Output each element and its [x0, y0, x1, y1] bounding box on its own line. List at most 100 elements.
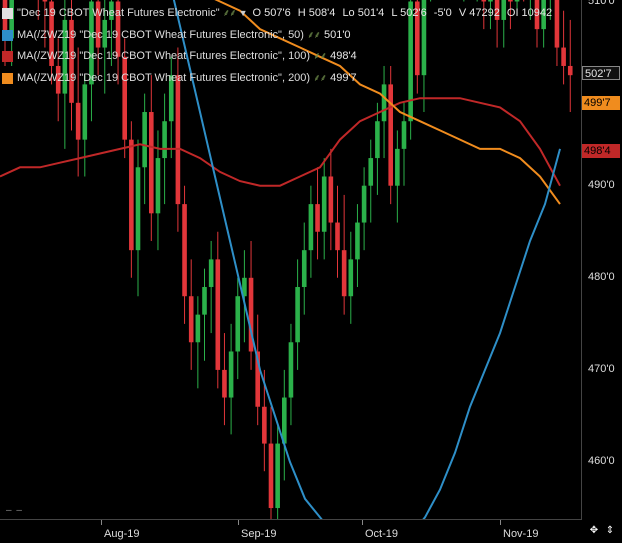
- y-tick-label: 460'0: [588, 455, 615, 467]
- price-tag-ma200: 499'7: [582, 95, 620, 110]
- legend-swatch-ma200: [2, 72, 13, 84]
- candle-body: [321, 176, 327, 232]
- candle-body: [421, 0, 427, 76]
- candle-body: [102, 19, 108, 48]
- candle-body: [195, 314, 201, 343]
- ohlc-low: Lo 501'4: [342, 7, 385, 19]
- candle-body: [255, 351, 260, 407]
- ohlc-oi: OI 10942: [506, 7, 553, 19]
- candle-body: [554, 0, 560, 48]
- price-tag-ma100: 498'4: [582, 143, 620, 158]
- candle-body: [188, 296, 194, 343]
- candle-body: [62, 19, 68, 94]
- candle-body: [208, 259, 214, 288]
- ohlc-values: O 507'6 H 508'4 Lo 501'4 L 502'6 -5'0 V …: [253, 3, 557, 25]
- candles: [2, 0, 573, 519]
- candle-body: [368, 158, 374, 186]
- y-tick-label: 480'0: [588, 270, 615, 283]
- candle-body: [222, 369, 227, 398]
- candle-body: [235, 296, 241, 352]
- legend-swatch-ma50: [2, 29, 13, 41]
- time-axis[interactable]: Aug-19 Sep-19 Oct-19 Nov-19: [0, 519, 582, 543]
- axis-corner: ✥ ⇕: [582, 519, 622, 543]
- x-tick-label: Oct-19: [365, 528, 399, 540]
- legend-row-main[interactable]: "Dec 19 CBOT Wheat Futures Electronic" ⸙…: [2, 3, 556, 25]
- x-tick-mark: [362, 520, 363, 525]
- legend-label-ma100: MA(/ZWZ19 "Dec 19 CBOT Wheat Futures Ele…: [17, 50, 311, 62]
- candle-body: [109, 1, 114, 20]
- candle-body: [401, 121, 407, 149]
- x-tick-label: Nov-19: [503, 528, 539, 540]
- candle-body: [129, 139, 134, 251]
- candle-body: [308, 204, 314, 251]
- candle-body: [315, 204, 320, 232]
- candle-body: [381, 84, 387, 122]
- legend-label-ma50: MA(/ZWZ19 "Dec 19 CBOT Wheat Futures Ele…: [17, 28, 304, 41]
- candle-body: [481, 0, 487, 2]
- candle-body: [82, 84, 88, 140]
- candle-body: [49, 1, 54, 66]
- x-axis-collapse[interactable]: – –: [6, 505, 23, 516]
- legend-row-ma200[interactable]: MA(/ZWZ19 "Dec 19 CBOT Wheat Futures Ele…: [2, 68, 556, 90]
- candle-body: [42, 0, 48, 2]
- candle-body: [501, 0, 507, 20]
- leaf-icon: ⸙⸙: [313, 51, 327, 62]
- chart-legend: "Dec 19 CBOT Wheat Futures Electronic" ⸙…: [2, 3, 556, 89]
- chevron-down-icon[interactable]: ▼: [238, 8, 248, 18]
- chart-area[interactable]: "Dec 19 CBOT Wheat Futures Electronic" ⸙…: [0, 0, 582, 519]
- legend-row-ma100[interactable]: MA(/ZWZ19 "Dec 19 CBOT Wheat Futures Ele…: [2, 46, 556, 68]
- fit-vertical-icon[interactable]: ⇕: [605, 525, 615, 536]
- candle-body: [268, 443, 274, 509]
- ma200-line: [214, 0, 561, 205]
- candle-body: [242, 277, 247, 297]
- candle-body: [248, 277, 254, 352]
- candle-body: [168, 75, 174, 122]
- candle-body: [215, 259, 221, 370]
- move-arrows-icon[interactable]: ✥: [589, 525, 599, 536]
- ohlc-volume: V 47292: [458, 7, 500, 19]
- candle-body: [395, 148, 400, 186]
- legend-value-ma50: 501'0: [323, 28, 351, 41]
- candle-body: [361, 185, 367, 223]
- legend-row-ma50[interactable]: MA(/ZWZ19 "Dec 19 CBOT Wheat Futures Ele…: [2, 25, 556, 47]
- candle-body: [375, 121, 380, 159]
- ohlc-open: O 507'6: [252, 7, 291, 19]
- price-axis[interactable]: 560'0550'0540'0530'0520'0510'0490'0480'0…: [582, 0, 622, 519]
- candle-body: [494, 0, 500, 20]
- ohlc-last: L 502'6: [391, 7, 427, 19]
- legend-value-ma100: 498'4: [330, 50, 357, 62]
- leaf-icon: ⸙⸙: [222, 8, 237, 19]
- candle-body: [508, 0, 513, 2]
- candle-body: [275, 443, 280, 509]
- x-tick-mark: [101, 520, 102, 525]
- candle-body: [534, 0, 540, 30]
- candle-body: [415, 1, 420, 76]
- price-tag-last: 502'7: [582, 66, 620, 81]
- x-tick-label: Aug-19: [104, 528, 140, 540]
- legend-label-main: "Dec 19 CBOT Wheat Futures Electronic": [17, 7, 220, 19]
- price-plot[interactable]: [0, 0, 581, 519]
- y-tick-label: 470'0: [588, 362, 615, 375]
- legend-label-ma200: MA(/ZWZ19 "Dec 19 CBOT Wheat Futures Ele…: [17, 71, 311, 84]
- legend-swatch-ma100: [2, 51, 13, 63]
- leaf-icon: ⸙⸙: [306, 29, 321, 41]
- candle-body: [388, 84, 393, 186]
- candle-body: [514, 0, 520, 2]
- legend-swatch-main: [2, 8, 13, 20]
- candle-body: [541, 0, 546, 30]
- ma100-line: [0, 97, 561, 187]
- y-tick-label: 510'0: [588, 0, 615, 7]
- candle-body: [175, 75, 181, 205]
- ohlc-high: H 508'4: [297, 7, 336, 19]
- candle-body: [295, 287, 300, 343]
- legend-value-ma200: 499'7: [330, 71, 357, 84]
- candle-body: [135, 167, 141, 251]
- candle-body: [341, 250, 347, 297]
- candle-body: [115, 1, 121, 57]
- candle-body: [328, 176, 334, 223]
- candle-body: [488, 0, 493, 2]
- candle-body: [228, 351, 234, 398]
- candle-body: [288, 342, 294, 398]
- candle-body: [75, 102, 81, 140]
- candle-body: [55, 65, 61, 94]
